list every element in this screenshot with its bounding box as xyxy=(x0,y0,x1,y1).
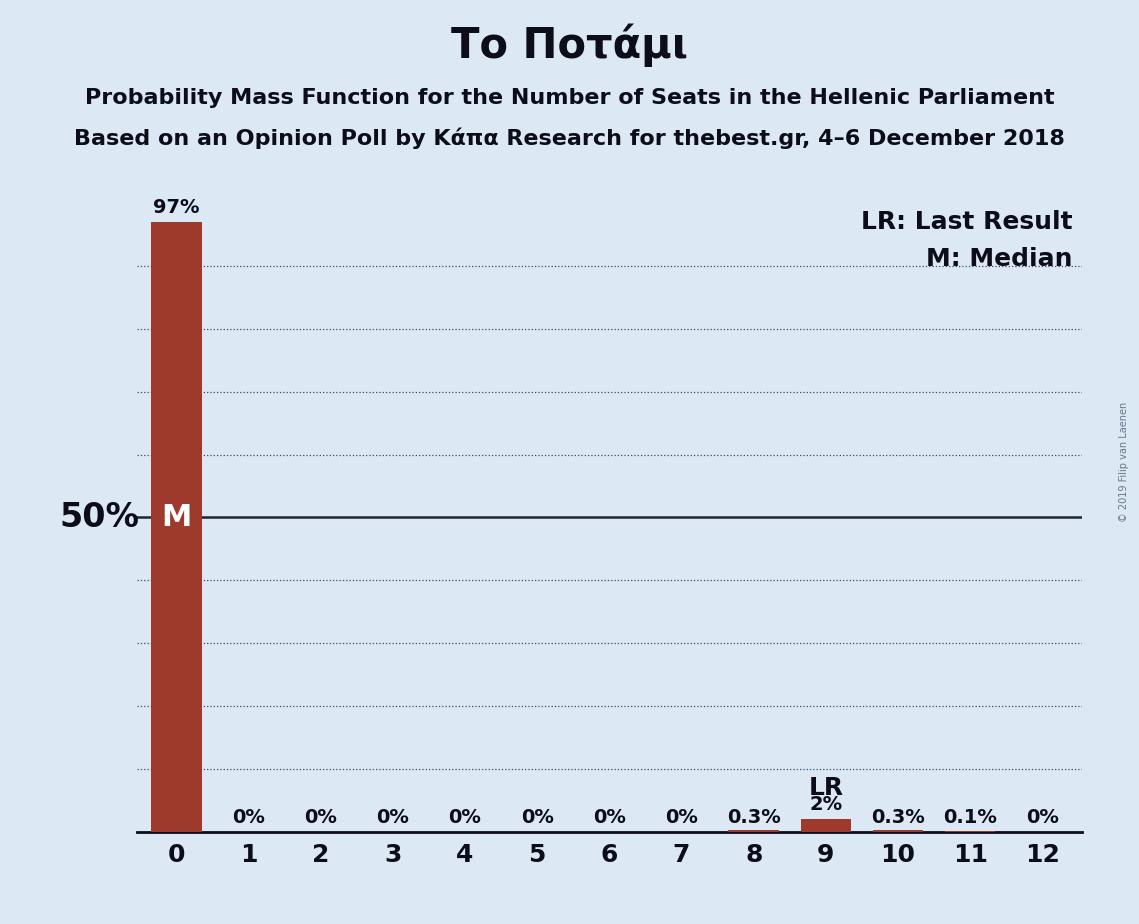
Bar xyxy=(801,819,851,832)
Text: LR: LR xyxy=(809,776,843,800)
Text: 0.3%: 0.3% xyxy=(727,808,780,827)
Text: 0.3%: 0.3% xyxy=(871,808,925,827)
Text: 0%: 0% xyxy=(376,808,409,827)
Text: 2%: 2% xyxy=(810,795,843,814)
Text: M: Median: M: Median xyxy=(926,248,1073,272)
Text: M: M xyxy=(162,503,191,532)
Bar xyxy=(872,830,924,832)
Text: 97%: 97% xyxy=(153,198,199,217)
Text: 0%: 0% xyxy=(593,808,625,827)
Text: Probability Mass Function for the Number of Seats in the Hellenic Parliament: Probability Mass Function for the Number… xyxy=(84,88,1055,108)
Text: Based on an Opinion Poll by Κάπα Research for thebest.gr, 4–6 December 2018: Based on an Opinion Poll by Κάπα Researc… xyxy=(74,128,1065,149)
Bar xyxy=(729,830,779,832)
Text: 50%: 50% xyxy=(59,501,139,534)
Bar xyxy=(151,222,202,832)
Text: 0%: 0% xyxy=(304,808,337,827)
Text: 0%: 0% xyxy=(449,808,482,827)
Text: 0%: 0% xyxy=(232,808,265,827)
Text: LR: Last Result: LR: Last Result xyxy=(861,210,1073,234)
Text: Το Ποτάμι: Το Ποτάμι xyxy=(451,23,688,67)
Text: 0%: 0% xyxy=(665,808,698,827)
Text: © 2019 Filip van Laenen: © 2019 Filip van Laenen xyxy=(1120,402,1129,522)
Text: 0%: 0% xyxy=(521,808,554,827)
Text: 0%: 0% xyxy=(1026,808,1059,827)
Text: 0.1%: 0.1% xyxy=(943,808,997,827)
